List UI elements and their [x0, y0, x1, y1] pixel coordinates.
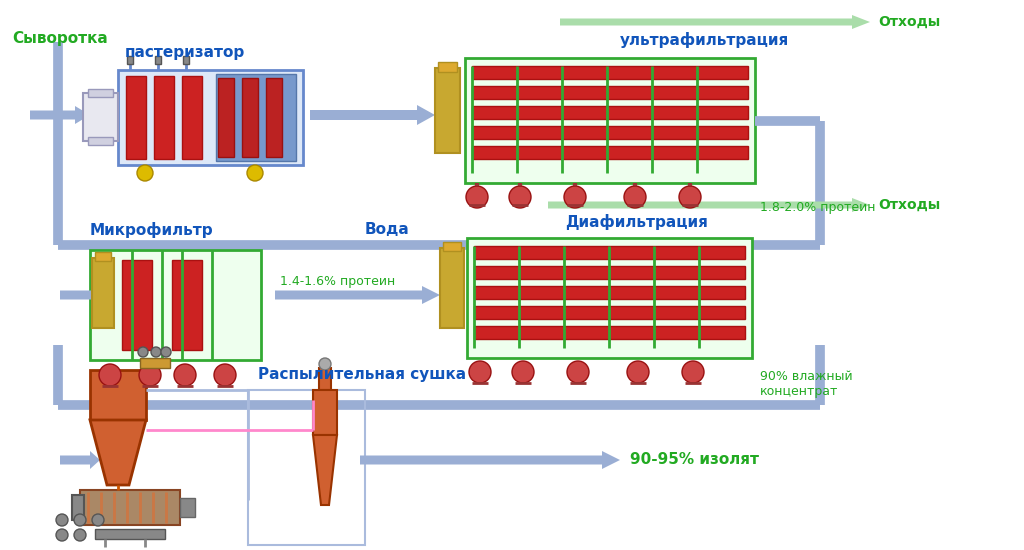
Circle shape — [567, 361, 589, 383]
Circle shape — [679, 186, 701, 208]
Bar — [440, 248, 464, 328]
Circle shape — [138, 347, 148, 357]
Polygon shape — [275, 286, 440, 304]
Text: ультрафильтрация: ультрафильтрация — [620, 32, 790, 48]
Circle shape — [564, 186, 586, 208]
Bar — [472, 126, 748, 139]
Bar — [474, 266, 745, 279]
Circle shape — [139, 364, 161, 386]
Text: пастеризатор: пастеризатор — [125, 45, 246, 59]
Polygon shape — [30, 106, 90, 124]
Bar — [443, 242, 461, 251]
Text: 1.4-1.6% протеин: 1.4-1.6% протеин — [280, 276, 395, 289]
Bar — [313, 390, 337, 435]
Circle shape — [92, 514, 104, 526]
Bar — [122, 260, 152, 350]
Circle shape — [624, 186, 646, 208]
Bar — [140, 358, 170, 368]
Bar — [474, 286, 745, 299]
Circle shape — [214, 364, 236, 386]
Circle shape — [74, 514, 86, 526]
Polygon shape — [360, 451, 620, 469]
Bar — [88, 137, 113, 145]
Bar — [242, 78, 258, 157]
Bar — [472, 146, 748, 159]
Bar — [80, 490, 180, 525]
Bar — [95, 529, 165, 539]
Bar — [472, 66, 748, 79]
Circle shape — [509, 186, 531, 208]
Text: Диафильтрация: Диафильтрация — [565, 214, 708, 230]
Bar — [180, 498, 195, 517]
Polygon shape — [60, 286, 110, 304]
Bar — [216, 74, 296, 161]
Circle shape — [174, 364, 196, 386]
Bar — [438, 62, 457, 72]
Text: 90% влажный
концентрат: 90% влажный концентрат — [760, 370, 853, 398]
Text: Сыворотка: Сыворотка — [12, 30, 108, 46]
Text: Вода: Вода — [365, 223, 410, 238]
Bar — [92, 258, 114, 328]
Circle shape — [319, 358, 331, 370]
Bar — [474, 306, 745, 319]
Bar — [118, 70, 303, 165]
Circle shape — [74, 529, 86, 541]
Bar — [126, 76, 146, 159]
Circle shape — [627, 361, 649, 383]
Bar — [218, 78, 234, 157]
Polygon shape — [90, 420, 146, 485]
Bar — [88, 89, 113, 97]
Bar — [474, 326, 745, 339]
Bar — [83, 93, 118, 141]
Bar — [465, 58, 755, 183]
Text: Отходы: Отходы — [878, 198, 940, 212]
Bar — [90, 370, 146, 420]
Text: Распылительная сушка: Распылительная сушка — [258, 367, 466, 382]
Circle shape — [512, 361, 534, 383]
Bar — [183, 56, 189, 64]
Bar — [172, 260, 202, 350]
Polygon shape — [548, 198, 870, 212]
Circle shape — [247, 165, 263, 181]
Bar — [154, 76, 174, 159]
Text: Микрофильтр: Микрофильтр — [90, 222, 214, 238]
Polygon shape — [310, 105, 435, 125]
Bar — [319, 368, 331, 390]
Circle shape — [161, 347, 171, 357]
Bar — [472, 86, 748, 99]
Bar — [155, 56, 161, 64]
Bar — [90, 250, 261, 360]
Text: 1.8-2.0% протеин: 1.8-2.0% протеин — [760, 201, 876, 214]
Circle shape — [466, 186, 488, 208]
Polygon shape — [560, 15, 870, 29]
Circle shape — [56, 514, 68, 526]
Text: Отходы: Отходы — [878, 15, 940, 29]
Circle shape — [99, 364, 121, 386]
Bar — [72, 495, 84, 520]
Bar — [474, 246, 745, 259]
Bar — [248, 390, 365, 545]
Bar — [435, 68, 460, 153]
Circle shape — [682, 361, 705, 383]
Bar — [472, 106, 748, 119]
Circle shape — [137, 165, 153, 181]
Bar — [127, 56, 133, 64]
Circle shape — [56, 529, 68, 541]
Polygon shape — [313, 435, 337, 505]
Polygon shape — [60, 451, 100, 469]
Bar — [266, 78, 282, 157]
Bar — [95, 252, 111, 261]
Text: 90-95% изолят: 90-95% изолят — [630, 453, 759, 468]
Bar — [182, 76, 202, 159]
Bar — [467, 238, 752, 358]
Circle shape — [151, 347, 161, 357]
Circle shape — [469, 361, 490, 383]
